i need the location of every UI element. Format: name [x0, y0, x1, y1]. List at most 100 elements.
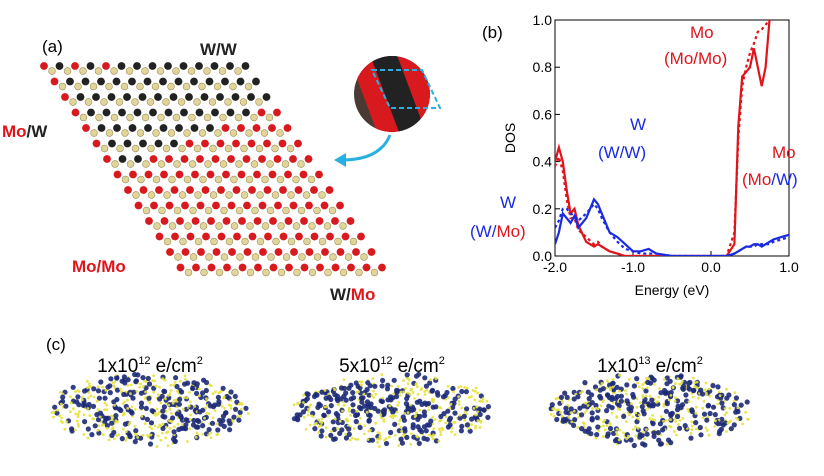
- atom: [354, 438, 357, 441]
- atom: [230, 407, 233, 410]
- atom: [140, 375, 145, 380]
- atom: [615, 385, 620, 390]
- metal: [197, 202, 205, 210]
- atom: [320, 424, 323, 427]
- atom: [313, 392, 318, 397]
- atom: [635, 435, 638, 438]
- atom: [475, 405, 478, 408]
- annotation: W: [500, 193, 516, 212]
- metal: [290, 202, 298, 210]
- atom: [148, 441, 153, 446]
- atom: [725, 388, 728, 391]
- atom: [582, 380, 587, 385]
- metal: [82, 124, 90, 132]
- chalcogen: [199, 83, 206, 90]
- metal: [306, 248, 314, 256]
- atom: [448, 416, 453, 421]
- atom: [404, 387, 407, 390]
- atom: [193, 405, 196, 408]
- annotation: Mo: [772, 143, 796, 162]
- atom: [561, 401, 564, 404]
- atom: [164, 437, 167, 440]
- atom: [435, 393, 440, 398]
- atom: [376, 438, 379, 441]
- atom: [191, 422, 196, 427]
- atom: [353, 427, 356, 430]
- chalcogen: [256, 145, 263, 152]
- atom: [642, 442, 647, 447]
- atom: [662, 420, 665, 423]
- atom: [710, 383, 715, 388]
- chalcogen: [209, 99, 216, 106]
- atom: [657, 396, 660, 399]
- atom: [356, 410, 359, 413]
- atom: [459, 424, 464, 429]
- atom: [464, 411, 467, 414]
- atom: [439, 431, 442, 434]
- metal: [275, 248, 283, 256]
- atom: [74, 390, 77, 393]
- atom: [660, 427, 665, 432]
- atom: [89, 395, 92, 398]
- metal: [242, 109, 250, 117]
- atom: [619, 429, 622, 432]
- chalcogen: [148, 145, 155, 152]
- metal: [289, 155, 297, 163]
- chalcogen: [247, 223, 254, 230]
- atom: [475, 387, 478, 390]
- atom: [317, 418, 320, 421]
- chalcogen: [235, 114, 242, 121]
- metal: [82, 78, 90, 86]
- atom: [388, 436, 391, 439]
- chalcogen: [361, 254, 368, 261]
- metal: [108, 140, 116, 148]
- chalcogen: [184, 130, 191, 137]
- atom: [130, 396, 135, 401]
- atom: [157, 413, 160, 416]
- atom: [621, 414, 626, 419]
- metal: [217, 186, 225, 194]
- atom: [97, 408, 100, 411]
- chalcogen: [85, 99, 92, 106]
- atom: [415, 382, 418, 385]
- atom: [428, 434, 431, 437]
- atom: [601, 382, 604, 385]
- atom: [87, 407, 90, 410]
- atom: [293, 403, 296, 406]
- chalcogen: [174, 161, 181, 168]
- atom: [317, 431, 320, 434]
- atom: [176, 427, 181, 432]
- atom: [380, 378, 385, 383]
- metal: [243, 155, 251, 163]
- atom: [87, 397, 90, 400]
- metal: [206, 124, 214, 132]
- chalcogen: [158, 114, 165, 121]
- atom: [83, 433, 86, 436]
- atom: [485, 415, 490, 420]
- atom: [688, 436, 693, 441]
- atom: [735, 409, 740, 414]
- metal: [274, 155, 282, 163]
- metal: [332, 264, 340, 272]
- chalcogen: [225, 99, 232, 106]
- atom: [452, 421, 455, 424]
- atom: [430, 389, 435, 394]
- atom: [105, 404, 108, 407]
- atom: [78, 410, 81, 413]
- chalcogen: [91, 130, 98, 137]
- chalcogen: [282, 161, 289, 168]
- atom: [575, 394, 580, 399]
- atom: [96, 400, 99, 403]
- metal: [97, 78, 105, 86]
- metal: [181, 155, 189, 163]
- atom: [216, 433, 219, 436]
- atom: [367, 418, 372, 423]
- atom: [60, 395, 65, 400]
- atom: [348, 410, 351, 413]
- atom: [106, 416, 111, 421]
- atom: [627, 435, 630, 438]
- chalcogen: [175, 254, 182, 261]
- atom: [160, 402, 163, 405]
- metal: [166, 202, 174, 210]
- atom: [479, 426, 482, 429]
